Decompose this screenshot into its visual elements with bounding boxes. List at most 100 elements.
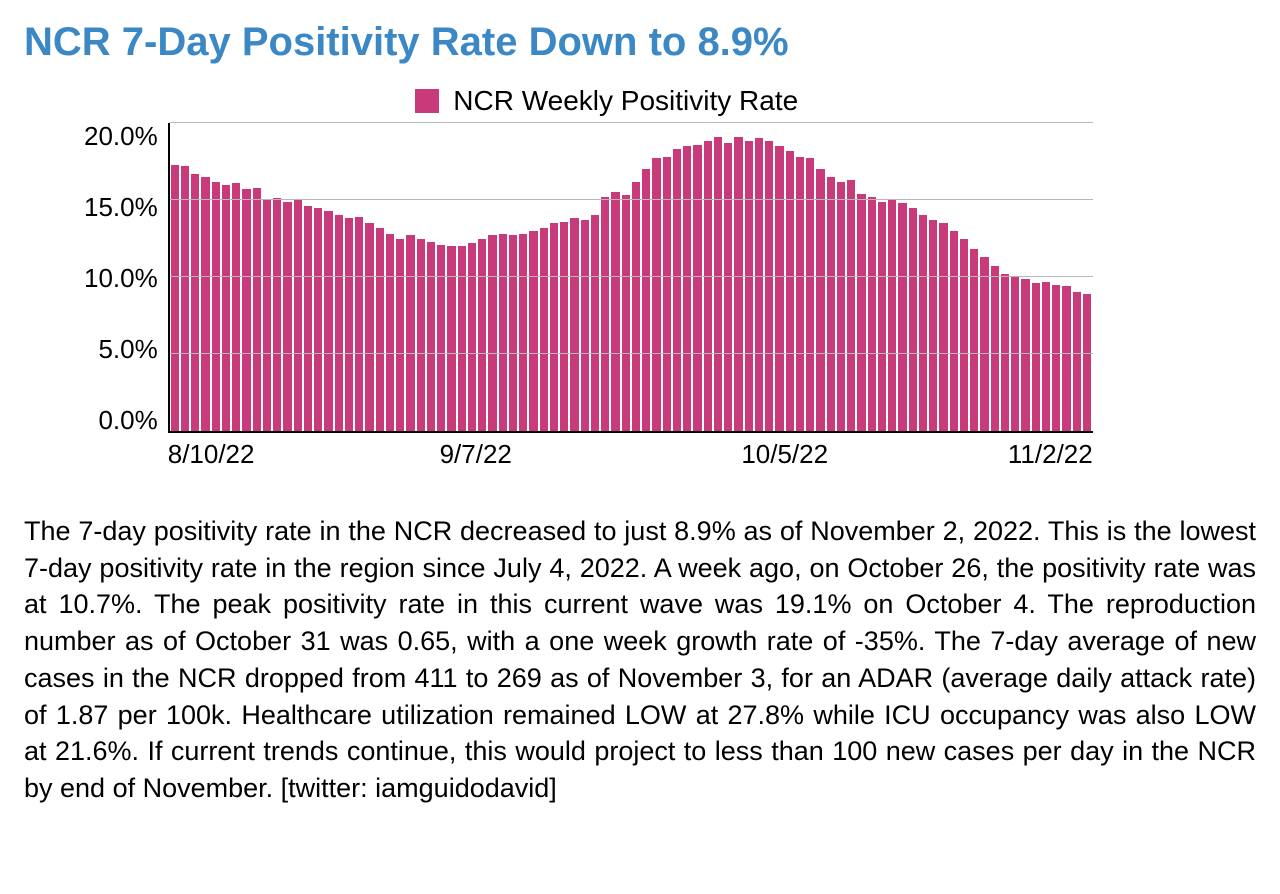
- bar: [447, 246, 455, 431]
- bar: [816, 169, 824, 431]
- y-tick-label: 20.0%: [84, 123, 158, 149]
- bar: [847, 180, 855, 431]
- bar: [601, 197, 609, 431]
- bar: [642, 169, 650, 431]
- bar: [201, 177, 209, 431]
- bar: [857, 194, 865, 431]
- bar: [1062, 286, 1070, 431]
- bar: [704, 141, 712, 431]
- y-tick-label: 15.0%: [84, 194, 158, 220]
- grid-line: [170, 353, 1093, 354]
- bar: [294, 200, 302, 431]
- positivity-chart: NCR Weekly Positivity Rate 20.0% 15.0% 10.…: [84, 85, 1256, 479]
- bar: [755, 138, 763, 431]
- bar: [1021, 279, 1029, 431]
- bar: [437, 245, 445, 431]
- bar: [386, 234, 394, 431]
- plot-area: [168, 123, 1093, 433]
- bar: [827, 177, 835, 431]
- bar: [519, 234, 527, 431]
- bar: [837, 182, 845, 431]
- x-tick-label: 11/2/22: [1008, 439, 1093, 470]
- bar: [191, 174, 199, 431]
- bar: [673, 149, 681, 431]
- bar: [878, 202, 886, 431]
- bar: [724, 143, 732, 431]
- bar: [734, 137, 742, 431]
- bar: [909, 208, 917, 431]
- bar: [560, 222, 568, 431]
- bar: [683, 146, 691, 431]
- bar: [212, 182, 220, 431]
- bar: [253, 188, 261, 431]
- bar: [1042, 282, 1050, 431]
- bar: [570, 218, 578, 431]
- bar: [181, 166, 189, 431]
- bar: [980, 257, 988, 431]
- bar: [765, 141, 773, 431]
- grid-line: [170, 276, 1093, 277]
- bar: [550, 223, 558, 431]
- bar: [232, 183, 240, 431]
- bar: [581, 220, 589, 431]
- bar: [939, 223, 947, 431]
- bar: [786, 151, 794, 431]
- x-tick-label: 10/5/22: [741, 439, 828, 470]
- bar: [929, 220, 937, 431]
- page-title: NCR 7-Day Positivity Rate Down to 8.9%: [24, 20, 1256, 65]
- bar: [314, 208, 322, 431]
- bar: [611, 192, 619, 431]
- bar: [693, 145, 701, 431]
- bar: [745, 141, 753, 431]
- chart-legend: NCR Weekly Positivity Rate: [84, 85, 1129, 117]
- bar: [499, 234, 507, 431]
- bar: [335, 215, 343, 431]
- bar: [365, 223, 373, 431]
- legend-swatch: [415, 89, 439, 113]
- bar: [1073, 292, 1081, 431]
- bar: [488, 235, 496, 431]
- bar: [427, 242, 435, 431]
- bar: [591, 215, 599, 431]
- bar: [222, 185, 230, 431]
- bar: [775, 146, 783, 431]
- bar: [714, 137, 722, 431]
- bar: [345, 218, 353, 431]
- bar: [868, 197, 876, 431]
- bar: [406, 235, 414, 431]
- bar: [663, 157, 671, 431]
- bars-container: [170, 123, 1093, 431]
- y-axis: 20.0% 15.0% 10.0% 5.0% 0.0%: [84, 123, 168, 433]
- bar: [324, 211, 332, 431]
- bar: [888, 200, 896, 431]
- x-axis: 8/10/22 9/7/22 10/5/22 11/2/22: [168, 439, 1093, 479]
- bar: [468, 243, 476, 431]
- bar: [622, 195, 630, 431]
- bar: [796, 157, 804, 431]
- bar: [991, 266, 999, 431]
- body-paragraph: The 7-day positivity rate in the NCR dec…: [24, 513, 1256, 807]
- grid-line: [170, 122, 1093, 123]
- bar: [1011, 277, 1019, 431]
- bar: [950, 231, 958, 431]
- bar: [171, 165, 179, 431]
- x-tick-label: 8/10/22: [168, 439, 255, 470]
- bar: [355, 217, 363, 431]
- y-tick-label: 0.0%: [84, 407, 158, 433]
- bar: [242, 189, 250, 431]
- bar: [263, 200, 271, 431]
- bar: [898, 203, 906, 431]
- bar: [632, 182, 640, 431]
- bar: [960, 239, 968, 432]
- bar: [304, 206, 312, 431]
- bar: [540, 228, 548, 431]
- x-tick-label: 9/7/22: [440, 439, 512, 470]
- bar: [919, 215, 927, 431]
- y-tick-label: 10.0%: [84, 265, 158, 291]
- bar: [417, 239, 425, 432]
- bar: [458, 246, 466, 431]
- bar: [273, 198, 281, 431]
- y-tick-label: 5.0%: [84, 336, 158, 362]
- legend-label: NCR Weekly Positivity Rate: [453, 85, 798, 116]
- bar: [509, 235, 517, 431]
